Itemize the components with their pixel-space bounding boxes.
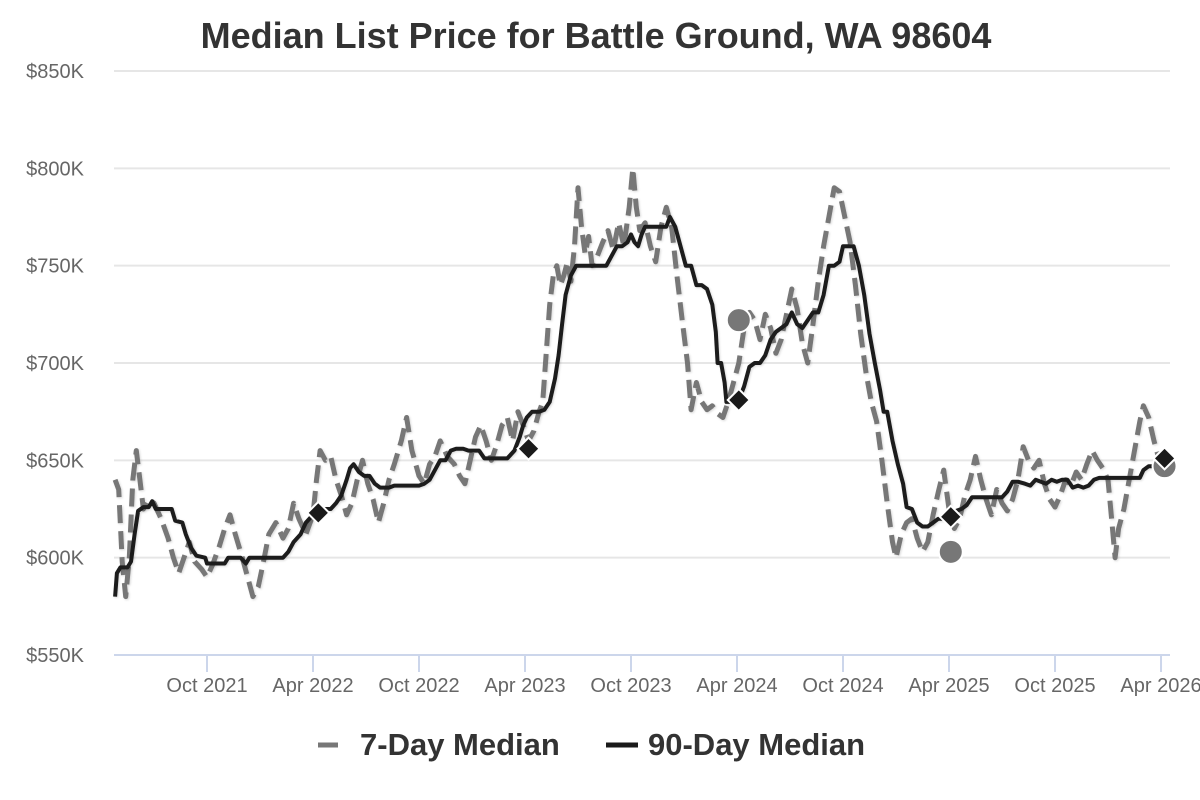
x-tick-label: Apr 2024 bbox=[696, 675, 777, 697]
legend-item-90-day[interactable]: 90-Day Median bbox=[606, 727, 865, 762]
y-tick-label: $700K bbox=[26, 353, 84, 375]
x-tick-label: Oct 2021 bbox=[166, 675, 247, 697]
x-axis: Oct 2021 Apr 2022 Oct 2022 Apr 2023 Oct 2023… bbox=[114, 654, 1200, 697]
diamond-marker[interactable] bbox=[1152, 445, 1177, 471]
diamond-marker[interactable] bbox=[305, 500, 331, 526]
legend-label-90-day: 90-Day Median bbox=[648, 727, 865, 762]
grid-lines bbox=[114, 70, 1170, 559]
y-tick-label: $550K bbox=[26, 645, 84, 667]
x-tick-label: Apr 2022 bbox=[272, 675, 353, 697]
x-tick-label: Oct 2023 bbox=[590, 675, 671, 697]
x-tick-label: Oct 2022 bbox=[378, 675, 459, 697]
diamond-marker[interactable] bbox=[938, 504, 964, 530]
y-axis-labels: $550K $600K $650K $700K $750K $800K $850K bbox=[26, 61, 84, 667]
marker-layer bbox=[305, 307, 1178, 565]
diamond-marker[interactable] bbox=[726, 387, 752, 413]
series-layer bbox=[112, 165, 1167, 600]
y-tick-label: $650K bbox=[26, 450, 84, 472]
y-tick-label: $850K bbox=[26, 61, 84, 83]
x-tick-label: Oct 2025 bbox=[1014, 675, 1095, 697]
x-tick-label: Apr 2025 bbox=[908, 675, 989, 697]
x-tick-label: Oct 2024 bbox=[802, 675, 883, 697]
x-tick-label: Apr 2023 bbox=[484, 675, 565, 697]
series-90-day-median-line[interactable] bbox=[113, 215, 1165, 597]
y-tick-label: $600K bbox=[26, 548, 84, 570]
circle-marker[interactable] bbox=[937, 538, 964, 565]
y-tick-label: $800K bbox=[26, 158, 84, 180]
legend: 7-Day Median 90-Day Median bbox=[318, 727, 865, 762]
legend-item-7-day[interactable]: 7-Day Median bbox=[318, 727, 560, 762]
diamond-marker[interactable] bbox=[516, 436, 541, 462]
chart-title: Median List Price for Battle Ground, WA … bbox=[201, 15, 992, 56]
y-tick-label: $750K bbox=[26, 256, 84, 278]
x-tick-label: Apr 2026 bbox=[1120, 675, 1200, 697]
legend-label-7-day: 7-Day Median bbox=[360, 727, 560, 762]
series-7-day-median-line[interactable] bbox=[112, 165, 1167, 600]
circle-marker[interactable] bbox=[725, 307, 752, 334]
